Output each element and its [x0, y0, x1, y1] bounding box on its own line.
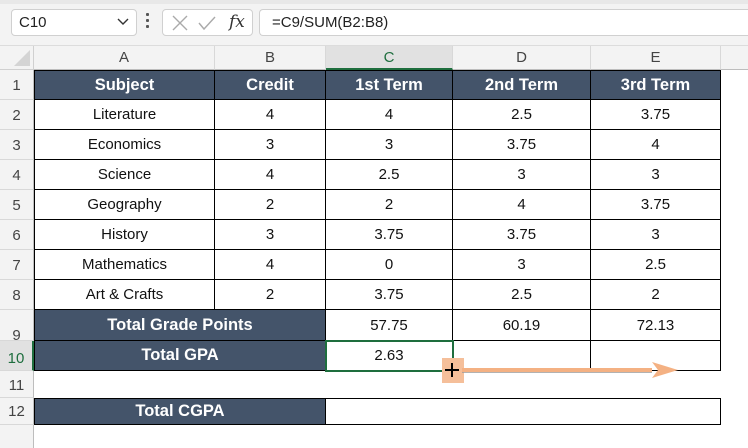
cell-2nd-term[interactable]: 3.75 — [453, 220, 591, 250]
total-gpa-3rd[interactable] — [591, 341, 721, 371]
header-2nd-term[interactable]: 2nd Term — [453, 70, 591, 100]
row-header-5[interactable]: 5 — [0, 190, 34, 220]
more-options-icon[interactable] — [146, 13, 150, 33]
column-header-b[interactable]: B — [215, 46, 326, 70]
cell-2nd-term[interactable]: 3 — [453, 250, 591, 280]
active-cell-selection — [325, 340, 454, 372]
cell-2nd-term[interactable]: 3.75 — [453, 130, 591, 160]
total-grade-points-2nd[interactable]: 60.19 — [453, 310, 591, 341]
column-header-c[interactable]: C — [326, 46, 453, 70]
row-header-13[interactable] — [0, 425, 34, 448]
column-header-a[interactable]: A — [34, 46, 215, 70]
cell-subject[interactable]: Literature — [34, 100, 215, 130]
row-header-8[interactable]: 8 — [0, 280, 34, 310]
cell-1st-term[interactable]: 3 — [326, 130, 453, 160]
select-all-button[interactable] — [0, 46, 34, 70]
cell-2nd-term[interactable]: 3 — [453, 160, 591, 190]
cancel-icon[interactable] — [171, 15, 189, 31]
cell-credit[interactable]: 2 — [215, 280, 326, 310]
row-header-4[interactable]: 4 — [0, 160, 34, 190]
cell-3rd-term[interactable]: 3 — [591, 220, 721, 250]
total-cgpa-label[interactable]: Total CGPA — [34, 398, 326, 425]
cell-2nd-term[interactable]: 4 — [453, 190, 591, 220]
total-grade-points-label[interactable]: Total Grade Points — [34, 310, 326, 341]
cell-credit[interactable]: 3 — [215, 130, 326, 160]
cell-subject[interactable]: Art & Crafts — [34, 280, 215, 310]
cell-3rd-term[interactable]: 3.75 — [591, 100, 721, 130]
cell-3rd-term[interactable]: 2 — [591, 280, 721, 310]
total-grade-points-3rd[interactable]: 72.13 — [591, 310, 721, 341]
cell-subject[interactable]: Economics — [34, 130, 215, 160]
cell-credit[interactable]: 4 — [215, 160, 326, 190]
total-cgpa-value[interactable] — [326, 398, 721, 425]
cell-3rd-term[interactable]: 4 — [591, 130, 721, 160]
row-header-7[interactable]: 7 — [0, 250, 34, 280]
header-1st-term[interactable]: 1st Term — [326, 70, 453, 100]
row-header-12[interactable]: 12 — [0, 398, 34, 425]
cell-1st-term[interactable]: 2 — [326, 190, 453, 220]
total-grade-points-1st[interactable]: 57.75 — [326, 310, 453, 341]
row-header-3[interactable]: 3 — [0, 130, 34, 160]
row-header-2[interactable]: 2 — [0, 100, 34, 130]
cell-subject[interactable]: Geography — [34, 190, 215, 220]
cell-subject[interactable]: Mathematics — [34, 250, 215, 280]
chevron-down-icon[interactable] — [116, 14, 130, 28]
cell-credit[interactable]: 4 — [215, 250, 326, 280]
insert-function-button[interactable]: fx — [229, 12, 245, 32]
cell-credit[interactable]: 3 — [215, 220, 326, 250]
cell-credit[interactable]: 4 — [215, 100, 326, 130]
cell-3rd-term[interactable]: 3.75 — [591, 190, 721, 220]
header-3rd-term[interactable]: 3rd Term — [591, 70, 721, 100]
cell-2nd-term[interactable]: 2.5 — [453, 100, 591, 130]
row-header-11[interactable]: 11 — [0, 371, 34, 398]
column-header-e[interactable]: E — [591, 46, 721, 70]
cell-1st-term[interactable]: 3.75 — [326, 220, 453, 250]
name-box[interactable]: C10 — [11, 9, 137, 36]
cell-1st-term[interactable]: 3.75 — [326, 280, 453, 310]
cell-3rd-term[interactable]: 3 — [591, 160, 721, 190]
cell-credit[interactable]: 2 — [215, 190, 326, 220]
ribbon-edge — [0, 0, 748, 4]
formula-bar-area: C10 fx =C9/SUM(B2:B8) — [0, 0, 748, 46]
column-header-d[interactable]: D — [453, 46, 591, 70]
cell-subject[interactable]: Science — [34, 160, 215, 190]
drag-right-arrow-icon — [462, 362, 678, 378]
cell-1st-term[interactable]: 0 — [326, 250, 453, 280]
row-header-1[interactable]: 1 — [0, 70, 34, 100]
crosshair-cursor-icon — [445, 363, 459, 377]
cell-subject[interactable]: History — [34, 220, 215, 250]
total-gpa-label[interactable]: Total GPA — [34, 341, 326, 371]
header-subject[interactable]: Subject — [34, 70, 215, 100]
row-header-10[interactable]: 10 — [0, 341, 34, 371]
name-box-value: C10 — [19, 14, 47, 31]
cell-2nd-term[interactable]: 2.5 — [453, 280, 591, 310]
check-icon[interactable] — [198, 15, 216, 31]
column-header-f[interactable] — [721, 46, 748, 70]
row-header-6[interactable]: 6 — [0, 220, 34, 250]
row-header-9[interactable]: 9 — [0, 310, 34, 344]
cell-1st-term[interactable]: 4 — [326, 100, 453, 130]
header-credit[interactable]: Credit — [215, 70, 326, 100]
formula-input[interactable]: =C9/SUM(B2:B8) — [259, 9, 748, 36]
formula-buttons: fx — [162, 9, 253, 36]
cell-1st-term[interactable]: 2.5 — [326, 160, 453, 190]
cell-3rd-term[interactable]: 2.5 — [591, 250, 721, 280]
